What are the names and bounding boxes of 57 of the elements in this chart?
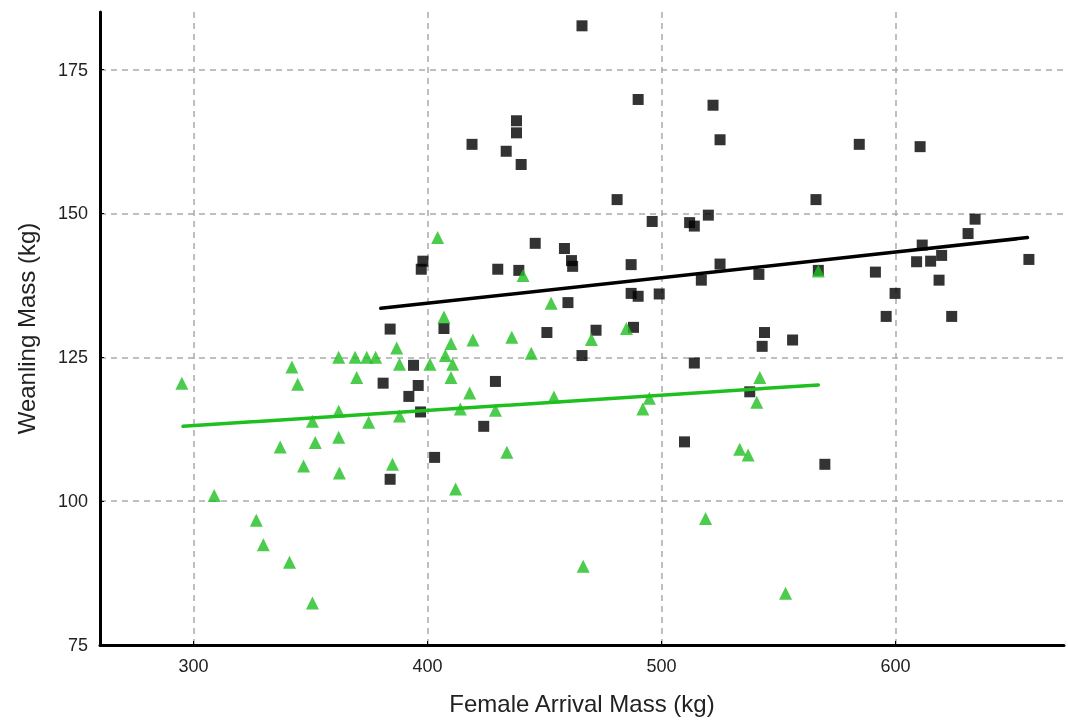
point xyxy=(753,370,767,384)
point xyxy=(449,482,463,496)
point xyxy=(446,357,460,371)
point xyxy=(438,349,452,363)
point xyxy=(584,332,598,346)
point xyxy=(360,350,374,364)
point xyxy=(741,448,755,462)
point xyxy=(779,586,793,600)
point xyxy=(297,459,311,473)
point xyxy=(444,336,458,350)
point xyxy=(524,346,538,360)
point xyxy=(285,360,299,374)
y-tick-label: 125 xyxy=(57,347,88,368)
point xyxy=(332,466,346,480)
point xyxy=(500,445,514,459)
point xyxy=(505,330,519,344)
y-tick-label: 150 xyxy=(57,203,88,224)
y-tick-label: 100 xyxy=(57,491,88,512)
y-axis-title: Weanling Mass (kg) xyxy=(12,222,40,435)
point xyxy=(423,357,437,371)
x-tick-label: 300 xyxy=(178,656,209,676)
point xyxy=(308,435,322,449)
point xyxy=(175,376,189,390)
point xyxy=(291,377,305,391)
point xyxy=(207,488,221,502)
point xyxy=(444,370,458,384)
y-tick-label: 175 xyxy=(57,59,88,80)
point xyxy=(256,538,270,552)
point xyxy=(249,513,263,527)
point xyxy=(332,350,346,364)
point xyxy=(619,322,633,335)
point xyxy=(437,310,451,324)
x-tick-label: 500 xyxy=(646,656,677,676)
x-tick-label: 400 xyxy=(412,656,443,676)
point xyxy=(332,430,346,444)
y-tick-label: 75 xyxy=(67,635,88,655)
point xyxy=(431,231,445,245)
point xyxy=(466,333,480,347)
point xyxy=(385,457,399,471)
x-axis-title: Female Arrival Mass (kg) xyxy=(449,689,715,717)
point xyxy=(283,555,297,569)
point xyxy=(305,596,319,610)
point xyxy=(544,296,558,310)
x-tick-label: 600 xyxy=(880,656,911,676)
point xyxy=(463,386,477,400)
point xyxy=(636,402,650,416)
point xyxy=(362,415,376,429)
point xyxy=(273,440,287,454)
point xyxy=(699,511,713,525)
point xyxy=(576,559,590,573)
point xyxy=(390,341,404,355)
point xyxy=(393,357,406,371)
point xyxy=(733,442,747,456)
point xyxy=(750,395,764,409)
point xyxy=(348,350,362,364)
point xyxy=(350,370,364,384)
point xyxy=(516,269,530,283)
